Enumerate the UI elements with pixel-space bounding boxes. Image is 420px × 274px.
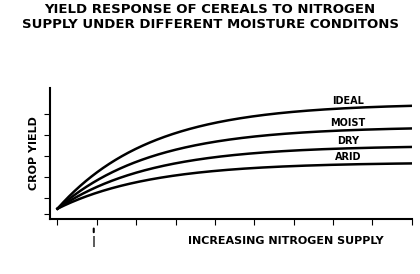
Text: IDEAL: IDEAL — [332, 96, 364, 105]
Text: DRY: DRY — [337, 136, 359, 146]
Text: |: | — [92, 236, 96, 247]
Text: YIELD RESPONSE OF CEREALS TO NITROGEN
SUPPLY UNDER DIFFERENT MOISTURE CONDITONS: YIELD RESPONSE OF CEREALS TO NITROGEN SU… — [21, 3, 399, 31]
Text: MOIST: MOIST — [330, 118, 365, 128]
Y-axis label: CROP YIELD: CROP YIELD — [29, 116, 39, 190]
Text: ARID: ARID — [334, 152, 361, 162]
Text: INCREASING NITROGEN SUPPLY: INCREASING NITROGEN SUPPLY — [188, 236, 383, 246]
